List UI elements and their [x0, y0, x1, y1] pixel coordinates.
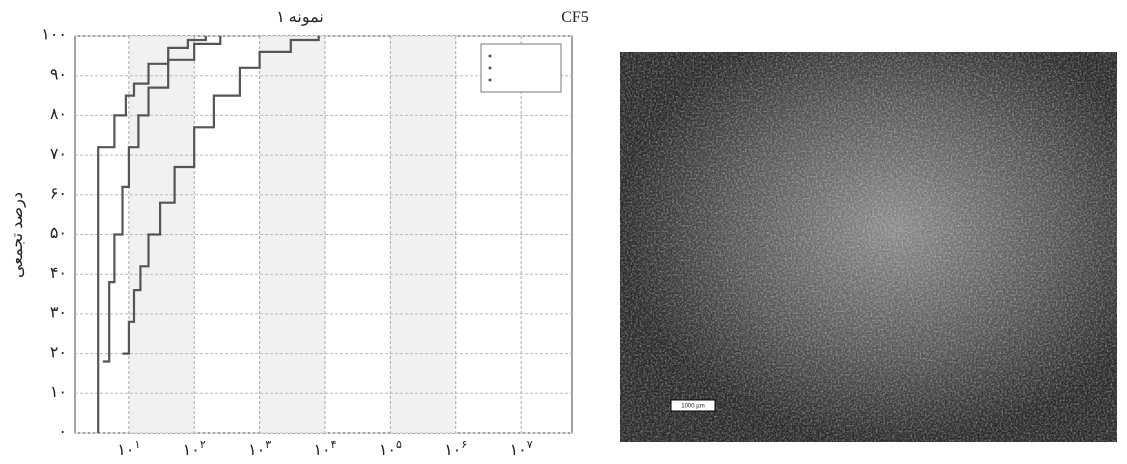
x-tick-base: ۱۰ — [248, 442, 265, 459]
series-line — [102, 36, 222, 363]
x-tick-label: ۱۰۲ — [183, 439, 206, 459]
scale-bar-box — [670, 399, 716, 412]
micrograph-texture — [620, 52, 1117, 442]
x-tick-base: ۱۰ — [510, 442, 527, 459]
y-axis-label: درصد تجمعی — [9, 192, 26, 278]
legend-marker — [488, 78, 492, 82]
x-tick-exponent: ۳ — [265, 439, 271, 451]
y-tick-label: ۰ — [58, 424, 67, 441]
chart: نمونه ۱ CF5 درصد تجمعی ۰ ۱۰ ۲۰ ۳۰ ۴۰ ۵۰ ۶۰ ۷۰ ۸۰… — [9, 9, 589, 459]
y-tick-label: ۷۰ — [50, 146, 67, 163]
y-tick-label: ۲۰ — [50, 344, 67, 361]
x-tick-label: ۱۰۱ — [117, 439, 140, 459]
x-tick-base: ۱۰ — [183, 442, 200, 459]
legend-marker — [488, 54, 492, 58]
x-tick-base: ۱۰ — [444, 442, 461, 459]
x-tick-exponent: ۱ — [134, 439, 140, 451]
y-tick-label: ۴۰ — [50, 265, 67, 282]
y-tick-label: ۳۰ — [50, 305, 67, 322]
x-tick-label: ۱۰۳ — [248, 439, 271, 459]
y-tick-label: ۹۰ — [50, 66, 67, 83]
x-tick-exponent: ۶ — [461, 439, 467, 451]
x-tick-base: ۱۰ — [117, 442, 134, 459]
x-tick-label: ۱۰۵ — [379, 439, 402, 459]
y-tick-label: ۵۰ — [50, 225, 67, 242]
x-tick-base: ۱۰ — [313, 442, 330, 459]
corner-label: CF5 — [561, 9, 589, 26]
legend — [480, 43, 562, 93]
x-tick-exponent: ۷ — [527, 439, 533, 451]
y-tick-label: ۶۰ — [50, 185, 67, 202]
x-tick-base: ۱۰ — [379, 442, 396, 459]
y-tick-label: ۱۰ — [50, 384, 67, 401]
y-tick-label: ۸۰ — [50, 106, 67, 123]
chart-title: نمونه ۱ — [276, 9, 324, 26]
legend-box — [480, 43, 562, 93]
legend-marker — [488, 66, 492, 70]
x-tick-exponent: ۲ — [200, 439, 206, 451]
x-tick-label: ۱۰۴ — [313, 439, 336, 459]
y-tick-label: ۱۰۰ — [41, 27, 67, 44]
x-tick-exponent: ۵ — [396, 439, 402, 451]
x-tick-exponent: ۴ — [331, 439, 337, 451]
scale-bar-label: 1000 µm — [681, 404, 704, 410]
x-tick-label: ۱۰۷ — [510, 439, 533, 459]
series-line — [122, 36, 320, 355]
micrograph: 1000 µm — [620, 52, 1117, 442]
x-tick-label: ۱۰۶ — [444, 439, 467, 459]
series-line — [97, 36, 207, 433]
